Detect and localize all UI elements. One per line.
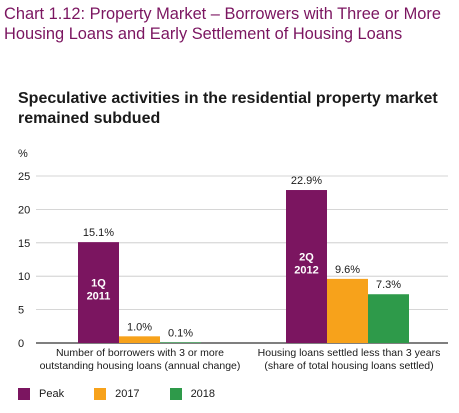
y-tick-label: 10 [18,271,30,283]
y-tick-label: 20 [18,204,30,216]
y-axis-unit-label: % [18,148,28,160]
bar-inner-label: 2011 [87,291,111,303]
legend: Peak 2017 2018 [18,386,245,402]
y-tick-label: 25 [18,171,30,183]
bar [78,242,119,343]
y-tick-label: 15 [18,238,30,250]
legend-swatch-peak [18,388,30,400]
data-label: 15.1% [83,227,114,239]
category-label: (share of total housing loans settled) [264,360,433,372]
bar-inner-label: 2Q [299,252,314,264]
legend-label-peak: Peak [39,388,65,400]
category-label: Number of borrowers with 3 or more [56,347,224,359]
legend-label-2018: 2018 [190,388,216,400]
data-label: 22.9% [291,175,322,187]
y-tick-label: 0 [18,338,24,350]
bar-inner-label: 1Q [91,278,106,290]
legend-swatch-2017 [94,388,107,400]
legend-item-2017: 2017 [94,388,140,400]
y-tick-label: 5 [18,305,24,317]
bar [286,190,327,343]
data-label: 9.6% [335,264,360,276]
category-label: Housing loans settled less than 3 years [258,347,441,359]
legend-swatch-2018 [169,388,182,400]
category-label: outstanding housing loans (annual change… [40,360,241,372]
data-label: 1.0% [127,321,152,333]
bar [327,278,368,343]
legend-label-2017: 2017 [115,388,140,400]
data-label: 7.3% [376,279,401,291]
bar [119,336,160,343]
chart-subtitle: Speculative activities in the residentia… [18,90,438,127]
bar-inner-label: 2012 [294,265,318,277]
legend-item-2018: 2018 [169,388,216,400]
legend-item-peak: Peak [18,388,64,400]
data-label: 0.1% [168,327,193,339]
bar [368,294,409,343]
bar [160,342,201,343]
chart-title: Chart 1.12: Property Market – Borrowers … [4,5,441,43]
